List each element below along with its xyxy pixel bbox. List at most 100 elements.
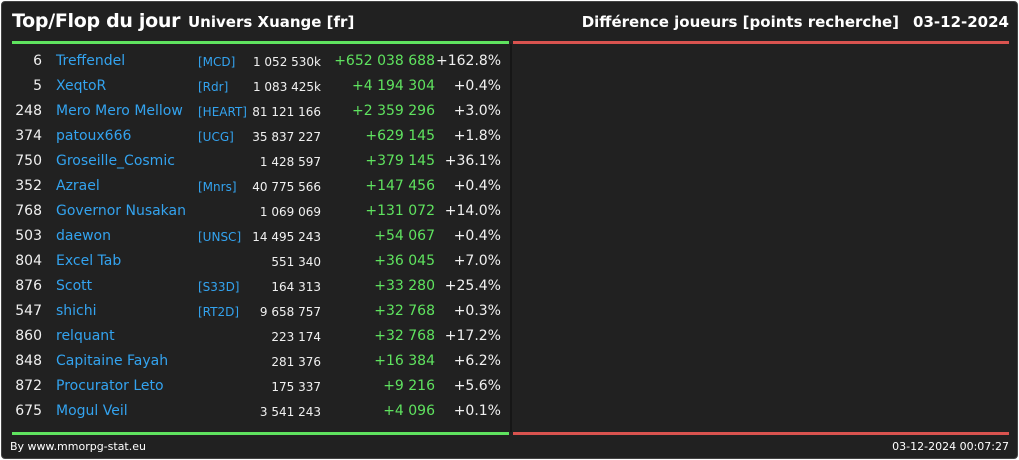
player-rank: 547 [15,303,42,319]
player-points: 223 174 [271,330,321,344]
player-rank: 848 [15,353,42,369]
table-row: 804 Excel Tab 551 340 +36 045 +7.0% [12,249,509,274]
points-difference: +4 096 [383,403,435,419]
points-difference: +379 145 [365,153,435,169]
player-rank: 750 [15,153,42,169]
player-name-link[interactable]: shichi [56,303,97,319]
player-name-link[interactable]: Capitaine Fayah [56,353,169,369]
footer-timestamp: 03-12-2024 00:07:27 [892,440,1009,453]
table-row: 374 patoux666 [UCG] 35 837 227 +629 145 +1.8% [12,124,509,149]
player-rank: 804 [15,253,42,269]
points-difference: +4 194 304 [352,78,435,94]
top-list: 6 Treffendel [MCD] 1 052 530k +652 038 688 +1… [12,49,509,424]
points-difference: +16 384 [374,353,435,369]
player-points: 1 069 069 [259,205,321,219]
percent-change: +6.2% [453,353,501,369]
player-rank: 675 [15,403,42,419]
player-rank: 503 [15,228,42,244]
footer-credit: By www.mmorpg-stat.eu [10,440,146,453]
percent-change: +1.8% [453,128,501,144]
page-title: Top/Flop du jour [12,10,181,32]
player-name-link[interactable]: patoux666 [56,128,132,144]
points-difference: +32 768 [374,303,435,319]
player-name-link[interactable]: Scott [56,278,93,294]
points-difference: +33 280 [374,278,435,294]
player-rank: 876 [15,278,42,294]
percent-change: +0.3% [453,303,501,319]
player-points: 1 083 425k [252,80,321,94]
player-rank: 374 [15,128,42,144]
percent-change: +162.8% [436,53,502,69]
table-row: 768 Governor Nusakan 1 069 069 +131 072 +14.… [12,199,509,224]
header-right: Différence joueurs [points recherche] 03-… [582,13,1009,31]
player-points: 3 541 243 [259,405,321,419]
table-row: 503 daewon [UNSC] 14 495 243 +54 067 +0.4% [12,224,509,249]
table-row: 860 relquant 223 174 +32 768 +17.2% [12,324,509,349]
table-row: 352 Azrael [Mnrs] 40 775 566 +147 456 +0.4% [12,174,509,199]
player-name-link[interactable]: Mogul Veil [56,403,128,419]
table-row: 6 Treffendel [MCD] 1 052 530k +652 038 688 +1… [12,49,509,74]
points-difference: +32 768 [374,328,435,344]
player-points: 9 658 757 [259,305,321,319]
points-difference: +629 145 [365,128,435,144]
alliance-tag-link[interactable]: [UNSC] [198,230,242,244]
alliance-tag-link[interactable]: [RT2D] [198,305,240,319]
percent-change: +7.0% [453,253,501,269]
alliance-tag-link[interactable]: [MCD] [198,55,236,69]
alliance-tag-link[interactable]: [S33D] [198,280,240,294]
player-rank: 352 [15,178,42,194]
date-label: 03-12-2024 [913,13,1009,31]
table-row: 5 XeqtoR [Rdr] 1 083 425k +4 194 304 +0.4% [12,74,509,99]
points-difference: +54 067 [374,228,435,244]
player-points: 1 428 597 [259,155,321,169]
alliance-tag-link[interactable]: [HEART] [198,105,247,119]
percent-change: +25.4% [444,278,501,294]
player-rank: 768 [15,203,42,219]
player-name-link[interactable]: daewon [56,228,111,244]
alliance-tag-link[interactable]: [Rdr] [198,80,229,94]
alliance-tag-link[interactable]: [UCG] [198,130,234,144]
player-name-link[interactable]: relquant [56,328,115,344]
percent-change: +0.1% [453,403,501,419]
player-name-link[interactable]: Groseille_Cosmic [56,153,175,169]
player-name-link[interactable]: XeqtoR [56,78,107,94]
table-row: 750 Groseille_Cosmic 1 428 597 +379 145 +36.… [12,149,509,174]
alliance-tag-link[interactable]: [Mnrs] [198,180,237,194]
percent-change: +0.4% [453,78,501,94]
table-row: 547 shichi [RT2D] 9 658 757 +32 768 +0.3% [12,299,509,324]
percent-change: +0.4% [453,228,501,244]
player-name-link[interactable]: Governor Nusakan [56,203,186,219]
player-rank: 248 [15,103,42,119]
player-points: 164 313 [271,280,321,294]
metric-label: Différence joueurs [points recherche] [581,13,900,31]
table-row: 872 Procurator Leto 175 337 +9 216 +5.6% [12,374,509,399]
top-accent-bar-bottom [12,432,509,435]
player-points: 35 837 227 [252,130,321,144]
points-difference: +2 359 296 [352,103,435,119]
table-row: 675 Mogul Veil 3 541 243 +4 096 +0.1% [12,399,509,424]
panel-divider [510,44,512,432]
player-name-link[interactable]: Mero Mero Mellow [56,103,183,119]
player-points: 281 376 [271,355,321,369]
player-rank: 6 [33,53,42,69]
player-name-link[interactable]: Azrael [56,178,100,194]
player-points: 14 495 243 [252,230,321,244]
player-points: 40 775 566 [252,180,321,194]
percent-change: +36.1% [444,153,501,169]
player-points: 81 121 166 [252,105,321,119]
player-name-link[interactable]: Treffendel [56,53,126,69]
player-points: 551 340 [271,255,321,269]
player-points: 1 052 530k [252,55,321,69]
percent-change: +0.4% [453,178,501,194]
player-name-link[interactable]: Procurator Leto [56,378,164,394]
points-difference: +131 072 [365,203,435,219]
points-difference: +147 456 [365,178,435,194]
player-points: 175 337 [271,380,321,394]
player-rank: 872 [15,378,42,394]
header: Top/Flop du jour Univers Xuange [fr] Dif… [2,2,1017,42]
table-row: 848 Capitaine Fayah 281 376 +16 384 +6.2% [12,349,509,374]
player-name-link[interactable]: Excel Tab [56,253,122,269]
points-difference: +652 038 688 [334,53,435,69]
percent-change: +14.0% [444,203,501,219]
